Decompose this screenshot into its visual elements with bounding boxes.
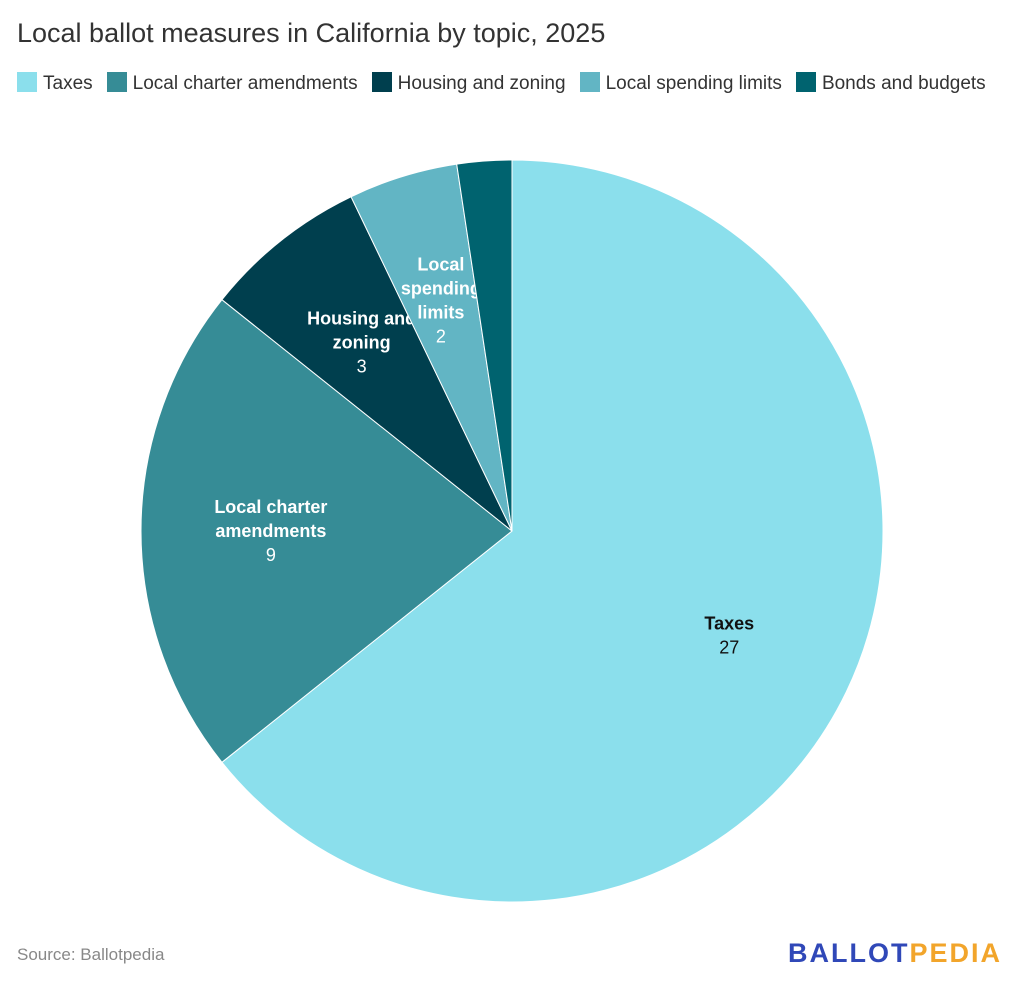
- slice-label: limits: [417, 303, 464, 323]
- slice-label: spending: [401, 279, 481, 299]
- legend-item[interactable]: Taxes: [17, 70, 93, 98]
- legend-item[interactable]: Local spending limits: [579, 70, 782, 98]
- pie-slice[interactable]: [456, 159, 513, 532]
- legend: Taxes Local charter amendments Housing and…: [17, 70, 1007, 98]
- legend-item[interactable]: Housing and zoning: [371, 70, 566, 98]
- legend-item[interactable]: Local charter amendments: [106, 70, 358, 98]
- pie-slice[interactable]: [221, 159, 884, 903]
- legend-swatch: [579, 72, 600, 92]
- slice-value: 9: [266, 545, 276, 565]
- slice-label: amendments: [215, 521, 326, 541]
- slice-value: 2: [436, 327, 446, 347]
- legend-item[interactable]: Bonds and budgets: [795, 70, 986, 98]
- legend-label: Bonds and budgets: [821, 73, 986, 94]
- legend-swatch: [17, 72, 37, 92]
- legend-label: Local charter amendments: [132, 73, 358, 94]
- source-note: Source: Ballotpedia: [17, 945, 165, 964]
- logo-part2: PEDIA: [909, 938, 1002, 968]
- pie-slice[interactable]: [221, 196, 513, 532]
- legend-swatch: [795, 72, 816, 92]
- slice-label: Taxes: [704, 614, 754, 634]
- slice-label: Local: [417, 255, 464, 275]
- legend-label: Housing and zoning: [397, 73, 566, 94]
- slice-value: 3: [357, 356, 367, 376]
- pie-slice[interactable]: [140, 298, 513, 764]
- legend-label: Taxes: [43, 73, 93, 94]
- legend-swatch: [106, 72, 127, 92]
- logo-part1: BALLOT: [787, 938, 910, 968]
- slice-label: zoning: [333, 332, 391, 352]
- slice-label: Housing and: [307, 308, 416, 328]
- legend-swatch: [371, 72, 392, 92]
- ballotpedia-logo: BALLOTPEDIA: [788, 938, 1002, 969]
- legend-label: Local spending limits: [605, 73, 782, 94]
- slice-value: 27: [719, 638, 739, 658]
- chart-title: Local ballot measures in California by t…: [17, 18, 606, 48]
- slice-label: Local charter: [214, 497, 327, 517]
